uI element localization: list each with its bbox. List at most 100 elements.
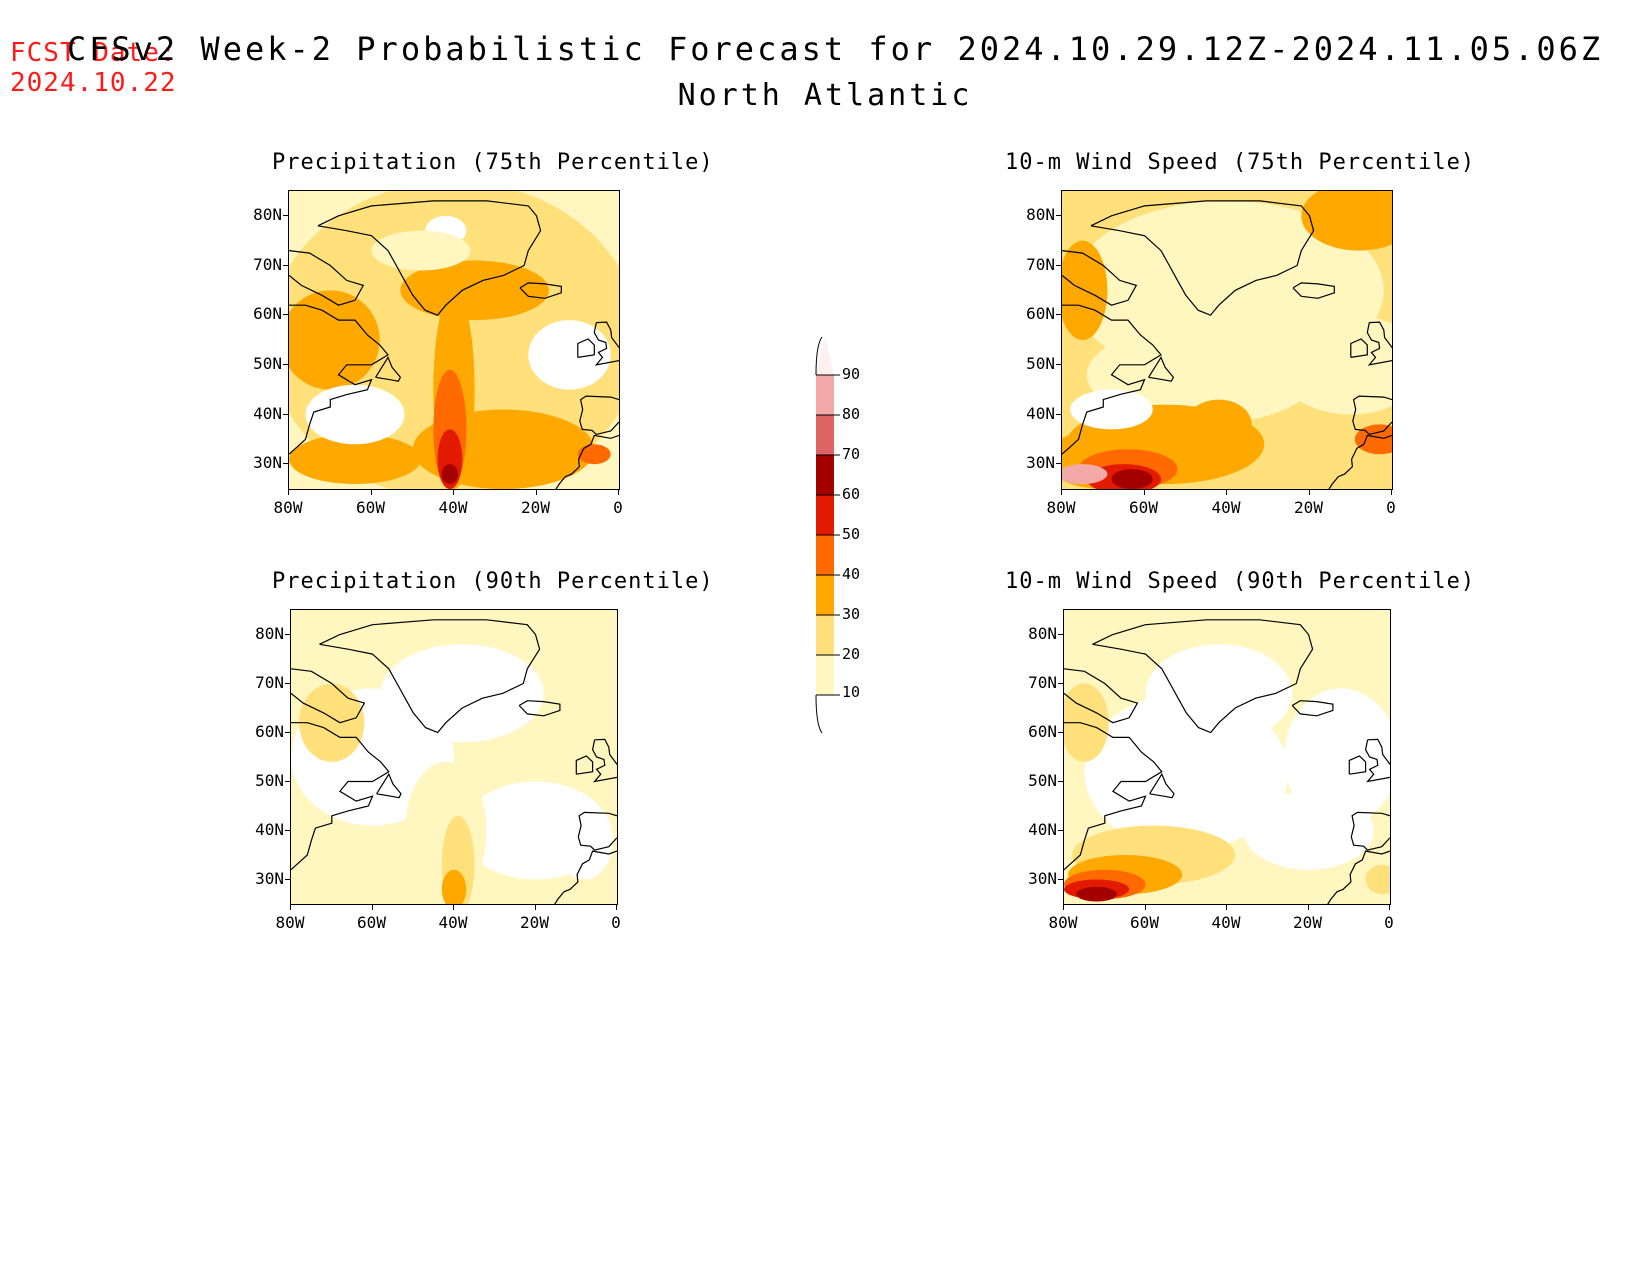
fcst-label: FCST Date: bbox=[10, 38, 177, 68]
lat-tick-label: 30N bbox=[255, 868, 284, 888]
main-title: CFSv2 Week-2 Probabilistic Forecast for … bbox=[66, 30, 1604, 68]
colorbar-label: 70 bbox=[842, 445, 861, 463]
lat-tick-label: 50N bbox=[1026, 353, 1055, 373]
coastline bbox=[1328, 434, 1392, 489]
panel-title: 10-m Wind Speed (90th Percentile) bbox=[1005, 569, 1476, 594]
fcst-date: 2024.10.22 bbox=[10, 68, 177, 98]
lat-tick-label: 70N bbox=[1026, 254, 1055, 274]
coastline bbox=[593, 321, 619, 366]
colorbar-box bbox=[816, 495, 834, 535]
lon-tick-label: 20W bbox=[1294, 498, 1323, 517]
lat-tick bbox=[283, 314, 288, 316]
lon-tick-label: 40W bbox=[1211, 498, 1241, 517]
lat-tick-label: 80N bbox=[1028, 623, 1057, 643]
lon-tick bbox=[1307, 904, 1309, 910]
lat-tick bbox=[285, 731, 290, 733]
lon-tick bbox=[1391, 489, 1392, 495]
lat-tick-label: 70N bbox=[1028, 672, 1057, 692]
colorbar-label: 90 bbox=[842, 365, 861, 383]
coastline bbox=[519, 282, 562, 299]
lat-tick bbox=[285, 829, 290, 831]
lon-tick bbox=[618, 489, 619, 495]
contour-shade bbox=[577, 444, 611, 465]
lat-tick bbox=[283, 363, 288, 365]
lon-tick-label: 40W bbox=[438, 498, 468, 517]
lat-tick-label: 60N bbox=[1026, 304, 1055, 324]
colorbar: 10 20 30 40 50 60 70 80 90 bbox=[806, 335, 866, 749]
colorbar-box bbox=[816, 415, 834, 455]
coastline bbox=[1366, 321, 1392, 366]
lon-tick-label: 0 bbox=[611, 913, 621, 932]
lat-tick bbox=[1058, 829, 1063, 831]
lon-tick-label: 20W bbox=[1293, 913, 1322, 932]
lon-tick-label: 20W bbox=[521, 498, 550, 517]
lat-tick bbox=[285, 878, 290, 880]
lat-tick-label: 60N bbox=[253, 304, 282, 324]
coastline bbox=[291, 668, 366, 724]
lon-tick-label: 40W bbox=[438, 913, 468, 932]
lon-tick-label: 60W bbox=[357, 913, 386, 932]
lat-tick bbox=[1058, 633, 1063, 635]
lon-tick-label: 40W bbox=[1211, 913, 1241, 932]
panel-title: Precipitation (75th Percentile) bbox=[272, 150, 714, 175]
colorbar-label: 10 bbox=[842, 683, 861, 701]
colorbar-top-edge bbox=[815, 336, 823, 376]
coastline bbox=[1291, 700, 1334, 717]
lat-tick bbox=[1056, 413, 1061, 415]
lat-tick-label: 40N bbox=[1028, 819, 1057, 839]
lat-tick-label: 80N bbox=[255, 623, 284, 643]
lat-tick bbox=[1058, 731, 1063, 733]
coastline bbox=[1350, 338, 1368, 358]
contour-shade bbox=[1354, 424, 1392, 455]
lat-tick bbox=[1056, 214, 1061, 216]
map-wind-90 bbox=[1063, 609, 1391, 905]
contour-shade bbox=[441, 869, 467, 904]
coastline bbox=[1092, 619, 1314, 734]
lon-tick-label: 60W bbox=[356, 498, 385, 517]
map-wind-75 bbox=[1061, 190, 1393, 490]
coastline bbox=[376, 772, 402, 799]
lat-tick-label: 50N bbox=[255, 770, 284, 790]
colorbar-box bbox=[816, 655, 834, 695]
lon-tick-label: 80W bbox=[275, 913, 305, 932]
lon-tick-label: 60W bbox=[1130, 913, 1159, 932]
lat-tick-label: 80N bbox=[1026, 204, 1055, 224]
lat-tick bbox=[285, 682, 290, 684]
lat-tick bbox=[283, 463, 288, 465]
lat-tick bbox=[285, 780, 290, 782]
coastline bbox=[1364, 738, 1390, 783]
coastline bbox=[1064, 722, 1163, 871]
lon-tick bbox=[1061, 489, 1062, 495]
coastline bbox=[1062, 304, 1162, 455]
contour-shade bbox=[299, 683, 365, 762]
colorbar-svg bbox=[815, 336, 840, 734]
lon-tick bbox=[371, 904, 373, 910]
lat-tick-label: 50N bbox=[1028, 770, 1057, 790]
contour-shade bbox=[1111, 469, 1153, 489]
colorbar-box bbox=[816, 535, 834, 575]
map-precip-90 bbox=[290, 609, 618, 905]
coastline bbox=[291, 722, 390, 871]
contour-shade bbox=[555, 801, 613, 880]
lat-tick-label: 60N bbox=[1028, 721, 1057, 741]
lon-tick bbox=[535, 489, 537, 495]
contour-shade bbox=[1062, 464, 1108, 485]
coastline bbox=[1148, 356, 1175, 382]
colorbar-label: 20 bbox=[842, 645, 861, 663]
lat-tick bbox=[1058, 682, 1063, 684]
contour-shade bbox=[1076, 886, 1117, 902]
forecast-date-label: FCST Date: 2024.10.22 bbox=[10, 38, 177, 98]
contour-shade bbox=[528, 320, 611, 390]
panel-title: 10-m Wind Speed (75th Percentile) bbox=[1005, 150, 1476, 175]
lon-tick-label: 60W bbox=[1129, 498, 1158, 517]
coastline bbox=[575, 755, 594, 775]
coastline bbox=[1090, 200, 1315, 316]
lat-tick-label: 50N bbox=[253, 353, 282, 373]
coastline bbox=[1064, 668, 1139, 724]
lat-tick-label: 40N bbox=[253, 403, 282, 423]
lat-tick-label: 60N bbox=[255, 721, 284, 741]
lat-tick-label: 70N bbox=[253, 254, 282, 274]
lat-tick bbox=[1056, 264, 1061, 266]
colorbar-box bbox=[816, 375, 834, 415]
colorbar-top-triangle bbox=[816, 337, 834, 375]
